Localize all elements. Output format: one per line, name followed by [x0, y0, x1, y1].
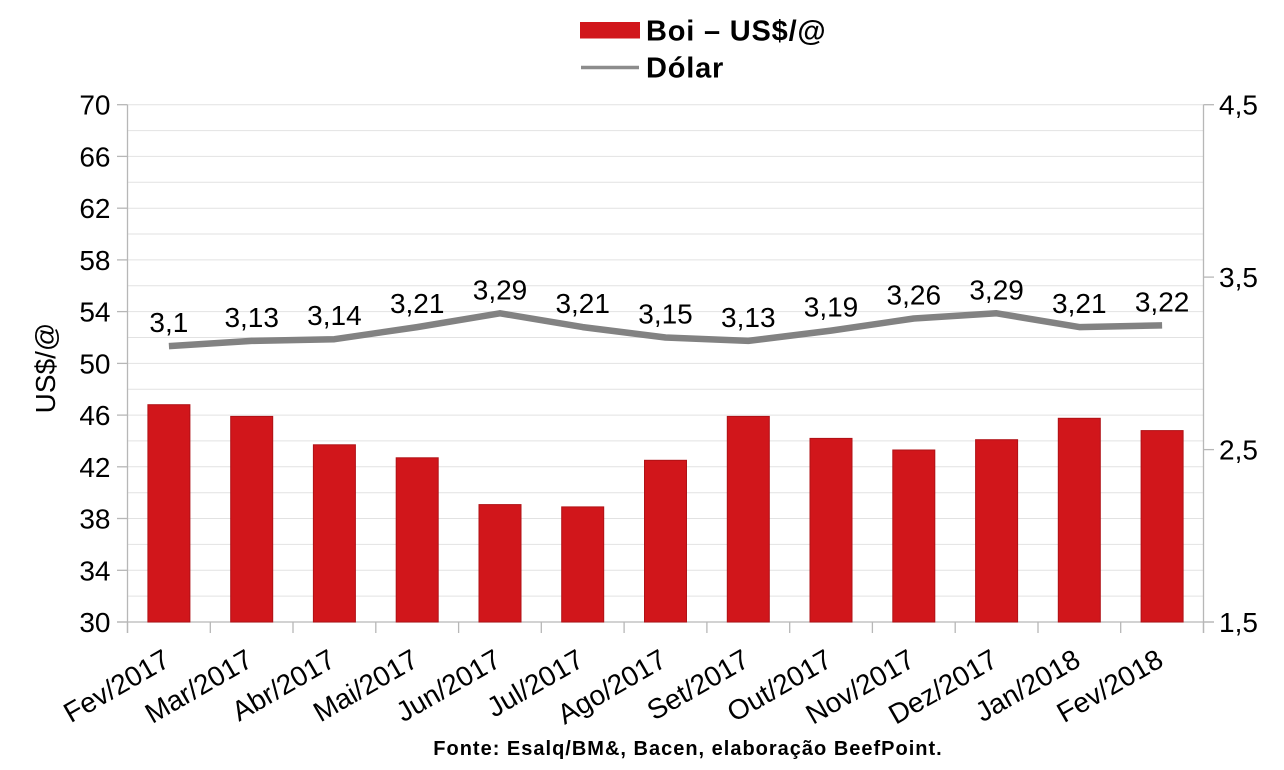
- svg-text:3,21: 3,21: [1052, 288, 1107, 319]
- svg-text:50: 50: [79, 348, 110, 379]
- svg-text:3,14: 3,14: [307, 300, 362, 331]
- svg-text:4,5: 4,5: [1219, 90, 1258, 121]
- svg-text:US$/@: US$/@: [30, 323, 61, 414]
- svg-text:46: 46: [79, 400, 110, 431]
- svg-text:Fonte: Esalq/BM&, Bacen, elabo: Fonte: Esalq/BM&, Bacen, elaboração Beef…: [433, 738, 942, 760]
- svg-text:3,29: 3,29: [473, 274, 528, 305]
- svg-text:54: 54: [79, 297, 110, 328]
- svg-text:30: 30: [79, 607, 110, 638]
- svg-text:2,5: 2,5: [1219, 435, 1258, 466]
- svg-text:3,15: 3,15: [638, 299, 693, 330]
- svg-text:38: 38: [79, 504, 110, 535]
- svg-text:3,29: 3,29: [969, 274, 1024, 305]
- svg-text:34: 34: [79, 555, 110, 586]
- svg-text:70: 70: [79, 90, 110, 121]
- svg-text:1,5: 1,5: [1219, 607, 1258, 638]
- svg-text:3,26: 3,26: [887, 280, 942, 311]
- svg-text:3,13: 3,13: [721, 302, 776, 333]
- svg-text:3,22: 3,22: [1135, 286, 1190, 317]
- svg-text:Boi – US$/@: Boi – US$/@: [646, 16, 827, 48]
- svg-text:66: 66: [79, 141, 110, 172]
- svg-text:3,13: 3,13: [224, 302, 279, 333]
- svg-text:3,21: 3,21: [555, 288, 610, 319]
- svg-text:42: 42: [79, 452, 110, 483]
- svg-text:3,5: 3,5: [1219, 262, 1258, 293]
- svg-text:3,1: 3,1: [149, 307, 188, 338]
- svg-text:3,21: 3,21: [390, 288, 445, 319]
- svg-text:62: 62: [79, 193, 110, 224]
- svg-text:3,19: 3,19: [804, 292, 859, 323]
- svg-text:58: 58: [79, 245, 110, 276]
- svg-text:Dólar: Dólar: [646, 53, 724, 85]
